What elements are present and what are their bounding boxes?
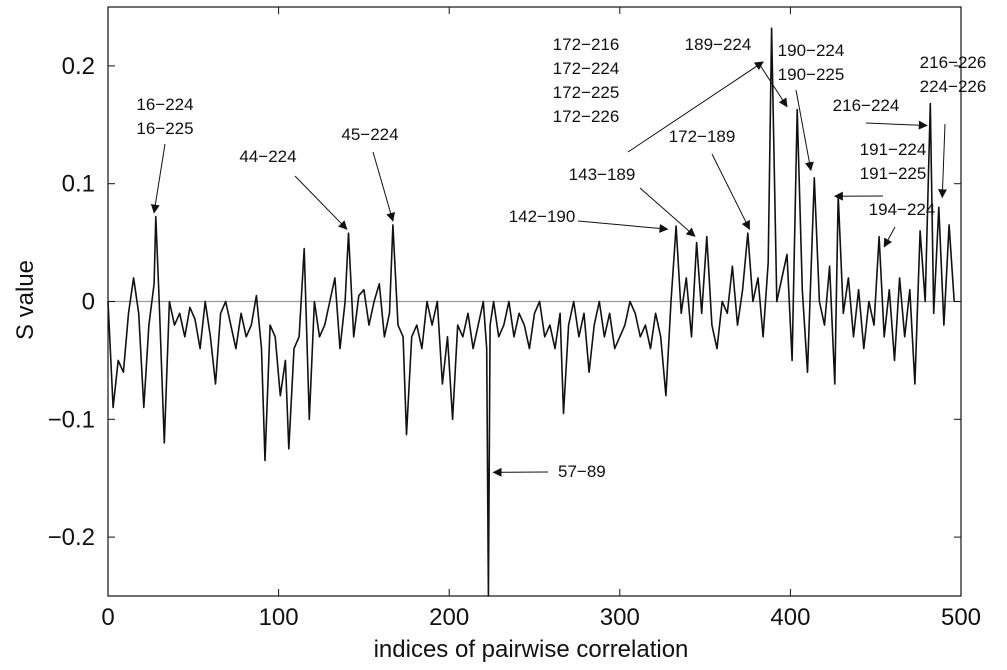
- annotation-arrow: [938, 123, 948, 199]
- y-tick-label: 0.1: [62, 171, 95, 198]
- annotation-label: 194−224: [869, 200, 936, 219]
- annotation-label: 44−224: [239, 147, 296, 166]
- annotation-arrow: [795, 89, 814, 172]
- x-tick-label: 300: [600, 604, 640, 631]
- x-tick-label: 400: [770, 604, 810, 631]
- annotation-label: 45−224: [341, 125, 398, 144]
- annotation-label: 142−190: [509, 207, 576, 226]
- annotation-label: 216−226: [920, 53, 987, 72]
- annotation-label: 190−224: [778, 41, 845, 60]
- y-axis-label: S value: [12, 260, 39, 340]
- annotation-arrow: [150, 143, 166, 214]
- annotation-label: 191−225: [860, 164, 927, 183]
- annotation-arrow: [639, 187, 696, 237]
- y-tick-label: 0.2: [62, 53, 95, 80]
- annotation-arrow: [577, 220, 669, 233]
- x-tick-label: 0: [101, 604, 114, 631]
- annotation-label: 172−216: [553, 35, 620, 54]
- annotation-label: 172−224: [553, 59, 620, 78]
- annotation-label: 143−189: [569, 165, 636, 184]
- x-tick-label: 500: [941, 604, 981, 631]
- annotation-label: 216−224: [833, 96, 900, 115]
- annotation-label: 190−225: [778, 65, 845, 84]
- annotation-label: 224−226: [920, 77, 987, 96]
- annotation-arrow: [883, 226, 896, 248]
- x-tick-label: 100: [259, 604, 299, 631]
- x-axis-label: indices of pairwise correlation: [374, 636, 689, 663]
- annotation-label: 16−224: [136, 95, 193, 114]
- annotation-label: 191−224: [860, 140, 927, 159]
- annotation-label: 57−89: [558, 462, 606, 481]
- annotation-label: 16−225: [136, 119, 193, 138]
- y-tick-label: 0: [82, 289, 95, 316]
- annotation-arrow: [711, 153, 750, 230]
- series-line: [107, 27, 955, 597]
- annotation-label: 172−189: [669, 127, 736, 146]
- y-tick-label: −0.1: [48, 406, 95, 433]
- annotation-label: 172−225: [553, 83, 620, 102]
- annotation-arrow: [294, 175, 348, 230]
- y-tick-label: −0.2: [48, 524, 95, 551]
- annotation-label: 189−224: [685, 35, 752, 54]
- annotation-label: 172−226: [553, 107, 620, 126]
- annotation-arrow: [372, 151, 395, 222]
- annotation-arrow: [627, 61, 764, 153]
- x-tick-label: 200: [429, 604, 469, 631]
- annotation-arrow: [865, 120, 928, 130]
- annotation-arrow: [757, 61, 788, 108]
